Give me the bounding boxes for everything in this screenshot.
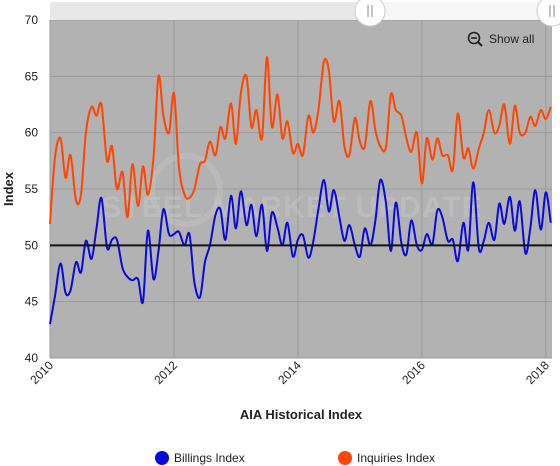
y-tick-label: 40	[25, 351, 39, 365]
show-all-label: Show all	[489, 32, 534, 46]
legend-marker-inquiries	[338, 451, 352, 465]
x-tick-label: 2016	[399, 358, 428, 387]
series-line-billings-index	[49, 178, 552, 325]
y-tick-label: 55	[25, 182, 39, 196]
series-line-inquiries-index	[49, 56, 552, 224]
navigator-selection[interactable]	[370, 2, 552, 20]
legend-label-inquiries: Inquiries Index	[357, 451, 435, 465]
watermark: STEEL MARKET UPDATE	[101, 153, 482, 227]
y-tick-label: 70	[25, 13, 39, 27]
legend: Billings Index Inquiries Index	[155, 451, 435, 465]
y-tick-label: 65	[25, 69, 39, 83]
legend-item-billings[interactable]: Billings Index	[155, 451, 245, 465]
navigator-bar[interactable]	[50, 0, 560, 27]
series-lines	[49, 56, 552, 325]
x-tick-label: 2014	[275, 358, 304, 387]
show-all-button[interactable]: Show all	[467, 31, 535, 47]
x-tick-label: 2018	[523, 358, 552, 387]
y-tick-label: 45	[25, 295, 39, 309]
x-axis-title: AIA Historical Index	[240, 407, 363, 422]
legend-marker-billings	[155, 451, 169, 465]
y-tick-label: 50	[25, 238, 39, 252]
navigator-handle-left[interactable]	[354, 0, 386, 27]
legend-label-billings: Billings Index	[174, 451, 245, 465]
y-tick-label: 60	[25, 126, 39, 140]
y-axis-title: Index	[1, 171, 16, 206]
y-tick-labels: 40 45 50 55 60 65 70	[25, 13, 39, 365]
x-tick-label: 2012	[151, 358, 180, 387]
zoom-out-icon	[467, 31, 483, 47]
navigator-handle-right[interactable]	[536, 0, 560, 27]
watermark-text: STEEL MARKET UPDATE	[101, 191, 482, 224]
legend-item-inquiries[interactable]: Inquiries Index	[338, 451, 435, 465]
x-tick-labels: 2010 2012 2014 2016 2018	[27, 358, 552, 387]
